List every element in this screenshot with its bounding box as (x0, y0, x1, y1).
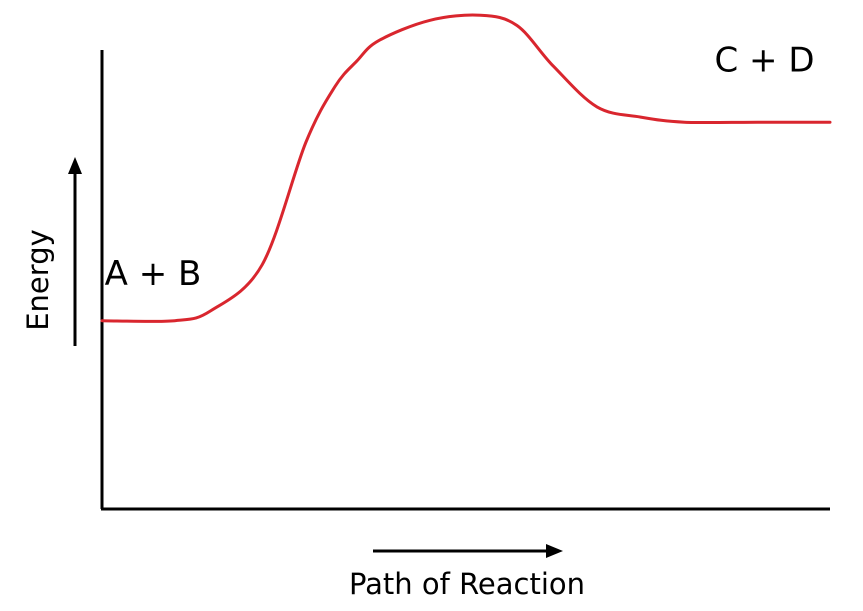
y-axis-label: Energy (21, 229, 55, 331)
x-axis-label: Path of Reaction (349, 567, 585, 601)
reaction-arrow (373, 544, 563, 558)
series-energy-curve (100, 13, 832, 323)
energy-arrow (68, 157, 82, 346)
reactants-label: A + B (105, 254, 202, 294)
products-label: C + D (714, 40, 814, 80)
